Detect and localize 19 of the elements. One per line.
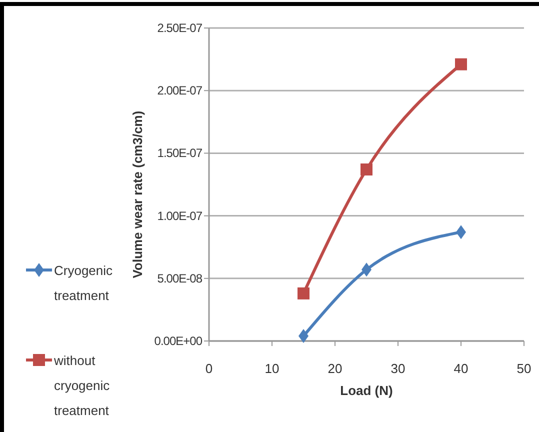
legend-label: Cryogenic treatment xyxy=(54,263,114,303)
point xyxy=(298,287,310,300)
legend-label: without cryogenic treatment xyxy=(53,353,110,418)
y-axis-title: Volume wear rate (cm3/cm) xyxy=(130,110,145,278)
y-tick-label: 2.00E-07 xyxy=(157,84,203,98)
y-tick-label: 1.50E-07 xyxy=(157,146,203,160)
y-tick-label: 1.00E-07 xyxy=(157,208,203,223)
x-tick-label: 30 xyxy=(390,361,406,376)
x-axis-title: Load (N) xyxy=(340,383,393,398)
point xyxy=(455,58,467,70)
x-tick-label: 20 xyxy=(328,361,342,376)
y-tick-label: 2.50E-07 xyxy=(157,21,203,35)
x-tick-label: 0 xyxy=(205,361,213,376)
y-tick-label: 5.00E-08 xyxy=(157,271,203,286)
x-tick-label: 50 xyxy=(516,361,532,376)
x-tick-label: 10 xyxy=(264,361,280,376)
point xyxy=(360,163,372,176)
y-tick-label: 0.00E+00 xyxy=(154,334,203,348)
x-tick-label: 40 xyxy=(454,361,468,376)
